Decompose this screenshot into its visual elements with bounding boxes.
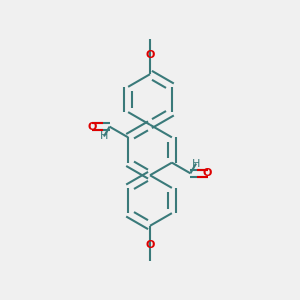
Text: O: O xyxy=(145,50,155,60)
Text: O: O xyxy=(145,240,155,250)
Text: O: O xyxy=(203,168,212,178)
Text: H: H xyxy=(100,131,108,141)
Text: O: O xyxy=(88,122,97,132)
Text: H: H xyxy=(192,159,200,169)
